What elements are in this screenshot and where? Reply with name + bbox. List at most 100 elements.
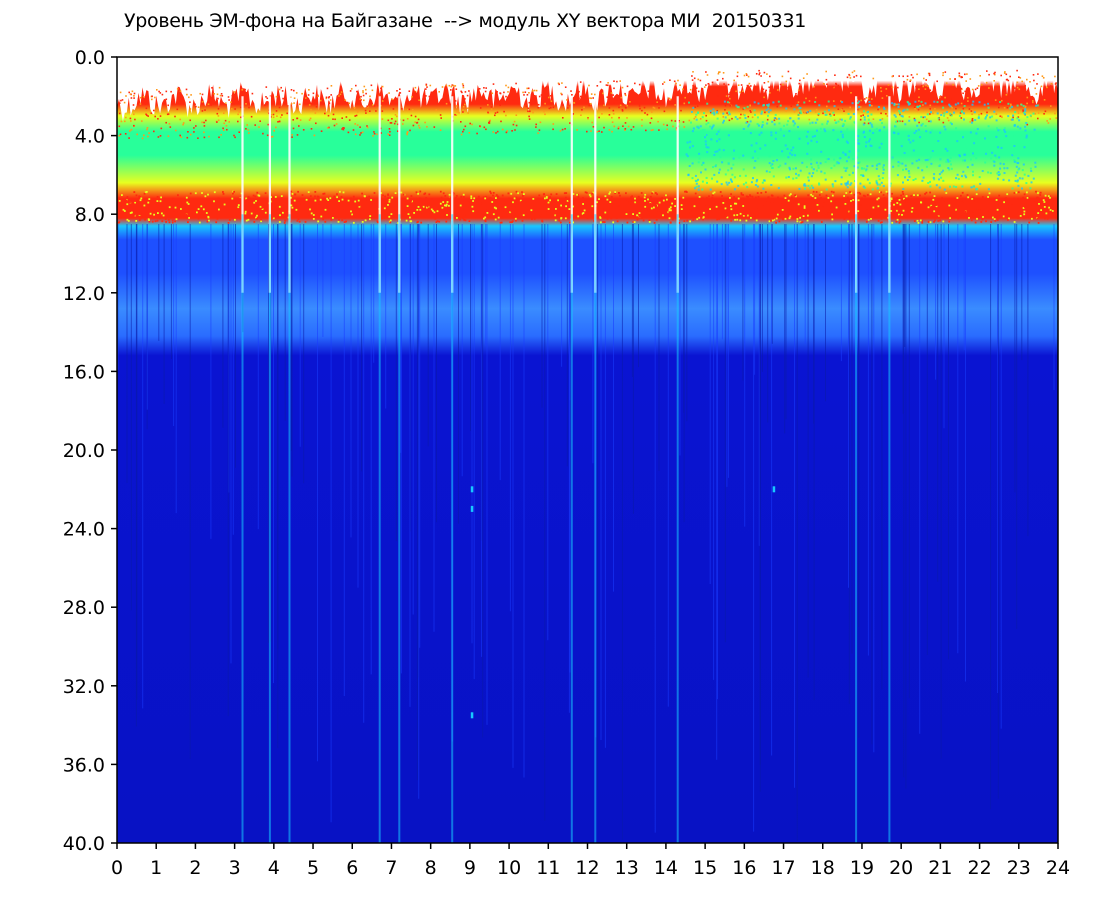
band-speckle (363, 195, 366, 197)
fringe-speckle (716, 109, 719, 112)
fringe-speckle (965, 80, 967, 82)
band-speckle (361, 192, 363, 195)
band-speckle (490, 192, 492, 195)
mottle-speckle (711, 154, 714, 157)
band-speckle (538, 215, 541, 218)
mottle-speckle (817, 112, 820, 115)
mottle-speckle (712, 108, 715, 111)
fringe-speckle (393, 122, 396, 125)
band-speckle (387, 194, 389, 196)
band-speckle (494, 218, 497, 221)
fringe-speckle (684, 96, 686, 99)
fringe-speckle (134, 118, 136, 121)
fringe-speckle (764, 111, 766, 114)
fringe-speckle (782, 83, 784, 86)
band-speckle (976, 198, 979, 201)
fringe-speckle (744, 95, 746, 98)
fringe-speckle (471, 123, 473, 126)
mottle-speckle (715, 133, 718, 136)
fringe-speckle (857, 108, 859, 111)
band-speckle (434, 217, 437, 220)
fringe-speckle (433, 126, 436, 128)
mottle-speckle (892, 165, 895, 168)
band-speckle (635, 200, 638, 203)
band-speckle (997, 204, 999, 206)
fringe-speckle (1006, 97, 1008, 100)
mottle-speckle (958, 114, 961, 117)
fringe-speckle (159, 135, 162, 137)
fringe-speckle (835, 83, 838, 86)
mottle-speckle (704, 147, 707, 150)
mottle-speckle (1024, 125, 1027, 128)
mottle-speckle (991, 151, 994, 154)
fringe-speckle (590, 103, 592, 105)
band-speckle (650, 207, 653, 210)
band-speckle (739, 212, 742, 215)
fringe-speckle (185, 88, 188, 91)
fringe-speckle (179, 134, 181, 137)
band-speckle (237, 206, 240, 209)
fringe-speckle (689, 88, 692, 91)
fringe-speckle (961, 76, 963, 78)
mottle-speckle (828, 109, 830, 112)
fringe-speckle (673, 80, 676, 83)
fringe-speckle (496, 111, 499, 114)
mottle-speckle (810, 158, 813, 161)
band-speckle (635, 209, 638, 212)
fringe-speckle (829, 113, 831, 116)
fringe-speckle (240, 116, 242, 119)
fringe-speckle (822, 112, 824, 115)
mottle-speckle (845, 140, 848, 143)
fringe-speckle (968, 108, 971, 110)
fringe-speckle (966, 73, 968, 75)
band-speckle (177, 194, 179, 197)
mottle-speckle (797, 146, 800, 148)
fringe-speckle (951, 89, 953, 92)
band-speckle (706, 201, 709, 204)
mottle-speckle (832, 185, 835, 188)
band-speckle (493, 206, 496, 209)
band-speckle (992, 200, 995, 203)
mottle-speckle (754, 184, 757, 186)
fringe-speckle (1004, 95, 1007, 98)
fringe-speckle (339, 93, 342, 96)
fringe-speckle (223, 122, 225, 125)
mottle-speckle (721, 161, 724, 164)
mottle-speckle (845, 184, 848, 187)
band-speckle (171, 202, 173, 205)
mottle-speckle (836, 161, 839, 164)
fringe-speckle (133, 95, 135, 97)
fringe-speckle (917, 108, 920, 111)
mottle-speckle (1011, 105, 1014, 108)
fringe-speckle (214, 101, 216, 103)
band-speckle (882, 194, 885, 196)
mottle-speckle (810, 175, 813, 178)
band-speckle (849, 216, 851, 219)
x-axis: 0 1 2 3 4 5 6 7 8 9 10 11 12 13 14 15 16 17 18 19 20 21 22 23 24 (111, 843, 1070, 879)
fringe-speckle (452, 84, 455, 87)
mottle-speckle (1034, 161, 1037, 164)
heatmap-layers (117, 57, 1058, 843)
fringe-speckle (763, 82, 766, 84)
band-speckle (143, 192, 146, 195)
fringe-speckle (515, 124, 518, 127)
mottle-speckle (914, 177, 917, 180)
fringe-speckle (399, 92, 402, 94)
fringe-speckle (980, 112, 983, 115)
mottle-speckle (1021, 187, 1023, 190)
fringe-speckle (496, 91, 498, 93)
band-speckle (519, 199, 522, 202)
fringe-speckle (371, 89, 374, 92)
band-speckle (350, 207, 352, 210)
band-speckle (768, 220, 771, 223)
band-speckle (693, 205, 696, 208)
fringe-speckle (683, 126, 686, 128)
band-speckle (857, 210, 860, 212)
mottle-speckle (1005, 135, 1008, 138)
fringe-speckle (406, 133, 408, 136)
mottle-speckle (770, 134, 773, 137)
mottle-speckle (716, 150, 719, 153)
fringe-speckle (211, 99, 214, 102)
band-speckle (672, 216, 674, 219)
mottle-speckle (949, 121, 952, 124)
